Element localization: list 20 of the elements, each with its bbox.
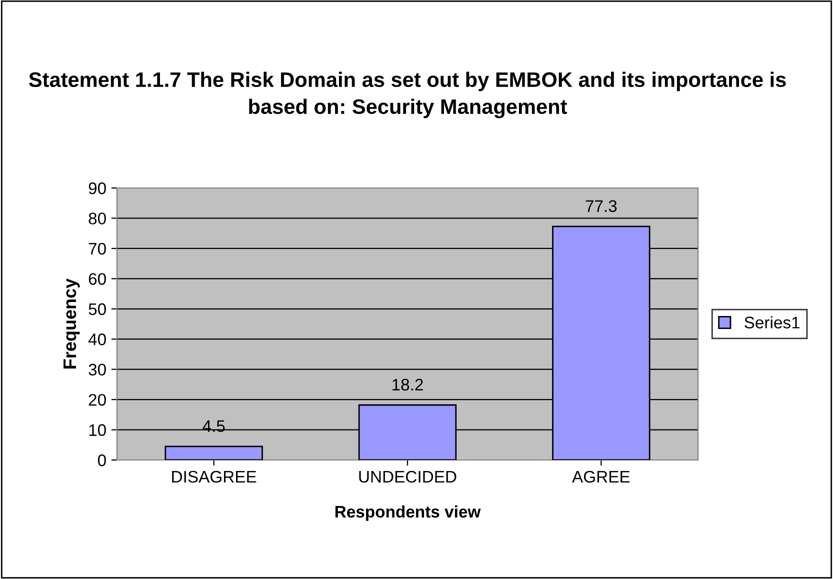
- data-label: 4.5: [202, 420, 225, 432]
- y-axis-title: Frequency: [64, 278, 80, 368]
- y-tick-label: 60: [88, 273, 106, 285]
- x-axis-title: Respondents view: [335, 505, 481, 521]
- x-tick-label: DISAGREE: [172, 470, 256, 483]
- data-label: 18.2: [392, 378, 423, 391]
- x-tick-label: UNDECIDED: [359, 470, 456, 483]
- y-tick-label: 70: [88, 242, 106, 255]
- y-tick-label: 80: [88, 212, 106, 224]
- y-tick-label: 30: [88, 364, 106, 376]
- y-tick-label: 90: [88, 182, 106, 194]
- y-tick-label: 40: [88, 334, 106, 346]
- legend-label: Series1: [744, 316, 800, 328]
- y-tick-label: 10: [89, 424, 106, 436]
- y-tick-label: 0: [98, 454, 106, 466]
- chart-title: Statement 1.1.7 The Risk Domain as set out by EMBOK and its importance is based on: Security Management: [28, 72, 786, 118]
- data-label: 77.3: [586, 200, 617, 212]
- x-tick-label: AGREE: [572, 470, 630, 483]
- y-tick-label: 50: [88, 303, 106, 316]
- y-tick-label: 20: [88, 394, 106, 406]
